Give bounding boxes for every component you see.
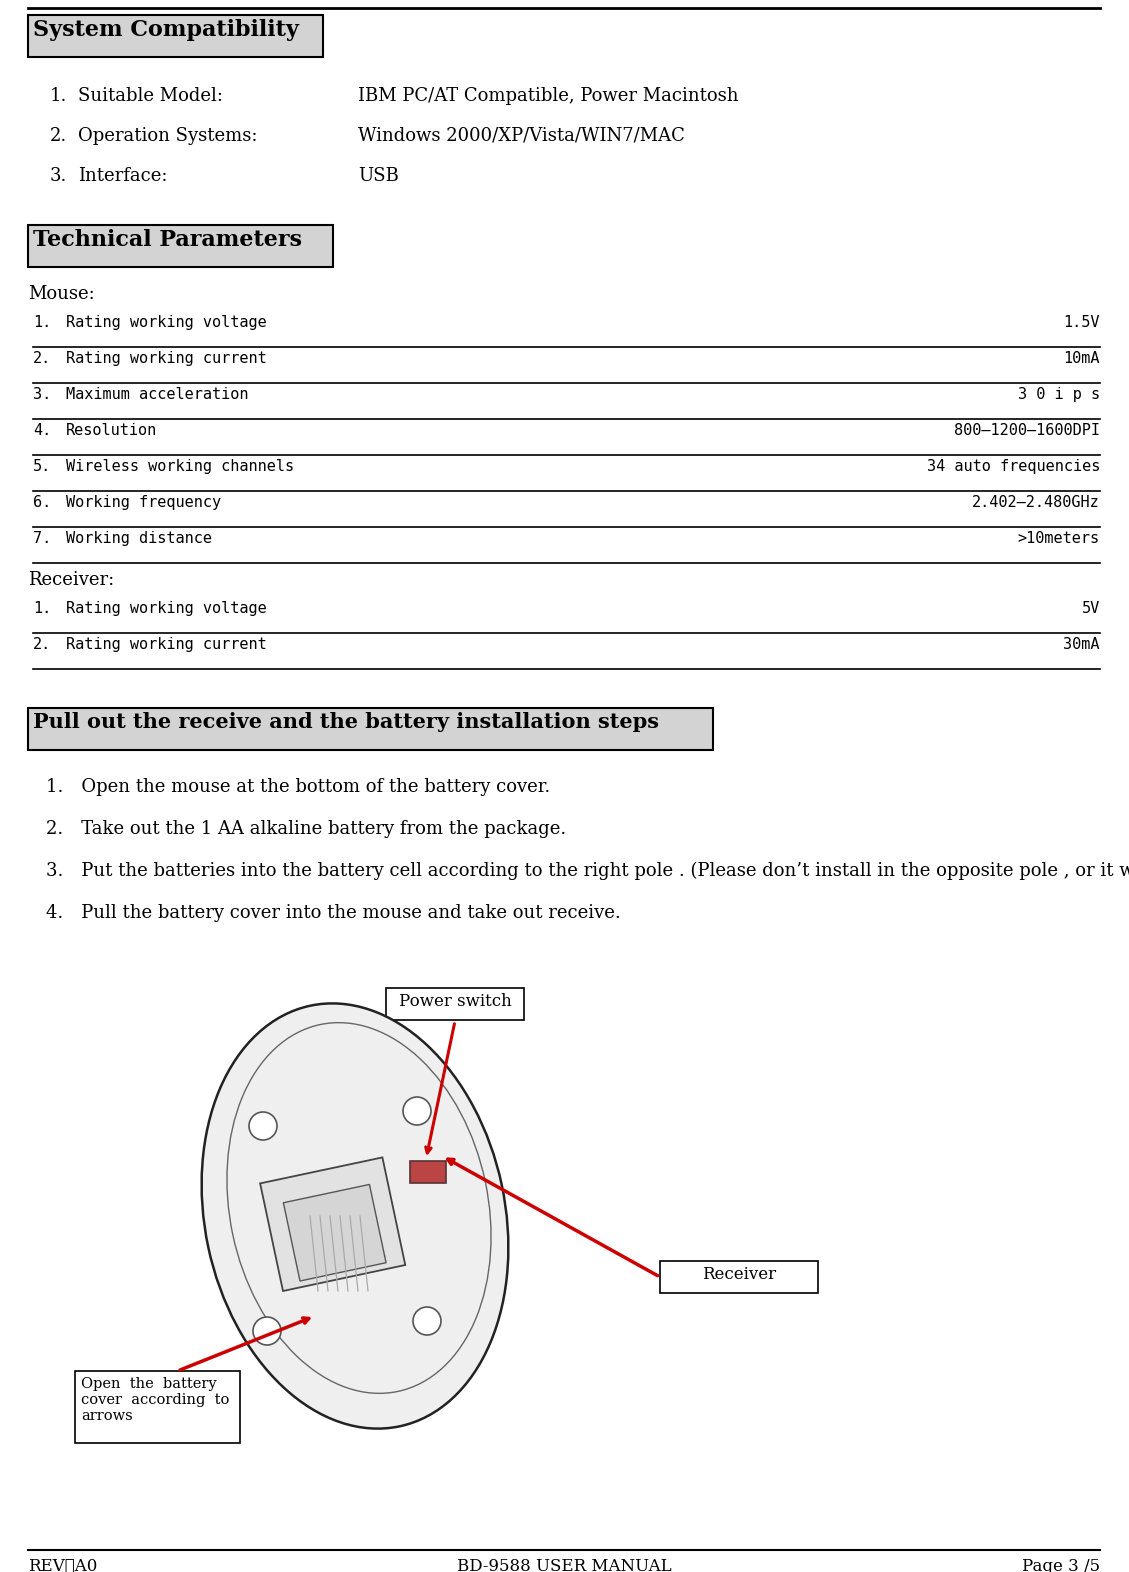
Circle shape bbox=[253, 1317, 281, 1346]
Text: Technical Parameters: Technical Parameters bbox=[33, 230, 301, 252]
Text: Pull out the receive and the battery installation steps: Pull out the receive and the battery ins… bbox=[33, 712, 659, 733]
Circle shape bbox=[403, 1097, 431, 1126]
Bar bbox=[283, 1184, 386, 1281]
Text: Suitable Model:: Suitable Model: bbox=[78, 86, 224, 105]
Text: USB: USB bbox=[358, 167, 399, 185]
Text: 2.: 2. bbox=[33, 351, 51, 366]
Bar bbox=[260, 1157, 405, 1291]
Text: Rating working current: Rating working current bbox=[65, 351, 266, 366]
Text: 6.: 6. bbox=[33, 495, 51, 509]
Text: 1.: 1. bbox=[33, 601, 51, 616]
Text: Working frequency: Working frequency bbox=[65, 495, 221, 509]
Bar bbox=[28, 225, 333, 267]
Text: REV：A0: REV：A0 bbox=[28, 1558, 97, 1572]
Text: Operation Systems:: Operation Systems: bbox=[78, 127, 257, 145]
Text: Working distance: Working distance bbox=[65, 531, 212, 545]
Text: Page 3 /5: Page 3 /5 bbox=[1022, 1558, 1100, 1572]
Text: 2.402–2.480GHz: 2.402–2.480GHz bbox=[972, 495, 1100, 509]
Text: 2.  Take out the 1 AA alkaline battery from the package.: 2. Take out the 1 AA alkaline battery fr… bbox=[46, 821, 567, 838]
Bar bbox=[410, 1162, 446, 1184]
Circle shape bbox=[413, 1306, 441, 1335]
Bar bbox=[28, 16, 323, 57]
Text: Windows 2000/XP/Vista/WIN7/MAC: Windows 2000/XP/Vista/WIN7/MAC bbox=[358, 127, 685, 145]
Text: Open  the  battery
cover  according  to
arrows: Open the battery cover according to arro… bbox=[81, 1377, 229, 1423]
Text: 4.: 4. bbox=[33, 423, 51, 439]
Text: Mouse:: Mouse: bbox=[28, 285, 95, 303]
Text: Rating working voltage: Rating working voltage bbox=[65, 314, 266, 330]
Text: Rating working current: Rating working current bbox=[65, 637, 266, 652]
Text: Maximum acceleration: Maximum acceleration bbox=[65, 387, 248, 402]
Text: >10meters: >10meters bbox=[1018, 531, 1100, 545]
Text: System Compatibility: System Compatibility bbox=[33, 19, 299, 41]
Bar bbox=[660, 1261, 819, 1294]
Text: 800‒1200‒1600DPI: 800‒1200‒1600DPI bbox=[954, 423, 1100, 439]
Text: Rating working voltage: Rating working voltage bbox=[65, 601, 266, 616]
Bar bbox=[75, 1371, 240, 1443]
Ellipse shape bbox=[202, 1003, 508, 1429]
Text: 2.: 2. bbox=[50, 127, 68, 145]
Text: 34 auto frequencies: 34 auto frequencies bbox=[927, 459, 1100, 475]
Text: 1.5V: 1.5V bbox=[1064, 314, 1100, 330]
Text: Receiver: Receiver bbox=[702, 1265, 776, 1283]
Text: BD-9588 USER MANUAL: BD-9588 USER MANUAL bbox=[457, 1558, 672, 1572]
Bar bbox=[386, 987, 524, 1020]
Text: 5.: 5. bbox=[33, 459, 51, 475]
Text: 30mA: 30mA bbox=[1064, 637, 1100, 652]
Circle shape bbox=[250, 1111, 277, 1140]
Text: 5V: 5V bbox=[1082, 601, 1100, 616]
Text: 1.  Open the mouse at the bottom of the battery cover.: 1. Open the mouse at the bottom of the b… bbox=[46, 778, 550, 795]
Text: Interface:: Interface: bbox=[78, 167, 167, 185]
Text: 1.: 1. bbox=[33, 314, 51, 330]
Text: 4.  Pull the battery cover into the mouse and take out receive.: 4. Pull the battery cover into the mouse… bbox=[46, 904, 621, 923]
Text: 2.: 2. bbox=[33, 637, 51, 652]
Text: Resolution: Resolution bbox=[65, 423, 157, 439]
Text: 3.: 3. bbox=[50, 167, 68, 185]
Text: 7.: 7. bbox=[33, 531, 51, 545]
Text: 3.: 3. bbox=[33, 387, 51, 402]
Text: 3 0 i p s: 3 0 i p s bbox=[1018, 387, 1100, 402]
Text: 10mA: 10mA bbox=[1064, 351, 1100, 366]
Bar bbox=[28, 707, 714, 750]
Text: 3.  Put the batteries into the battery cell according to the right pole . (Pleas: 3. Put the batteries into the battery ce… bbox=[46, 861, 1129, 880]
Text: Power switch: Power switch bbox=[399, 994, 511, 1009]
Text: IBM PC/AT Compatible, Power Macintosh: IBM PC/AT Compatible, Power Macintosh bbox=[358, 86, 738, 105]
Text: Receiver:: Receiver: bbox=[28, 571, 114, 590]
Text: 1.: 1. bbox=[50, 86, 68, 105]
Text: Wireless working channels: Wireless working channels bbox=[65, 459, 295, 475]
